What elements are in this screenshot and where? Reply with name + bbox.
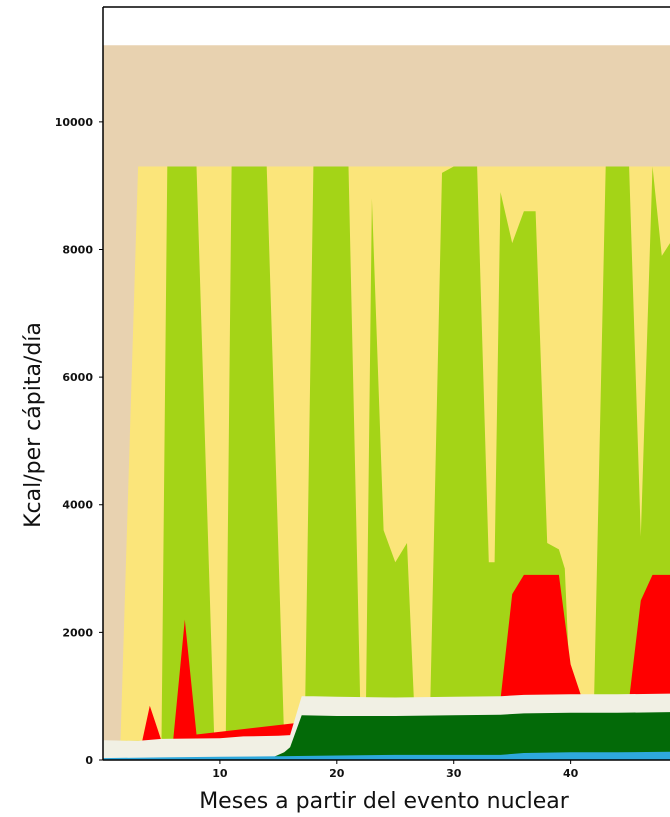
x-tick-label: 10 — [212, 767, 228, 780]
y-tick-label: 2000 — [62, 626, 93, 639]
series-area-7 — [103, 751, 670, 760]
y-tick-label: 0 — [85, 754, 93, 767]
y-tick-label: 6000 — [62, 371, 93, 384]
plot-areas — [103, 45, 670, 761]
y-axis-title: Kcal/per cápita/día — [21, 322, 46, 528]
y-ticks: 0 2000 4000 6000 8000 10000 — [55, 116, 103, 767]
y-tick-label: 4000 — [62, 499, 93, 512]
x-tick-label: 30 — [446, 767, 462, 780]
y-tick-label: 8000 — [62, 243, 93, 256]
series-area-6 — [103, 712, 670, 760]
x-ticks: 10 20 30 40 — [212, 760, 579, 780]
x-axis-title: Meses a partir del evento nuclear — [199, 789, 570, 814]
y-tick-label: 10000 — [55, 116, 94, 129]
x-tick-label: 20 — [329, 767, 345, 780]
axes — [102, 6, 670, 761]
x-tick-label: 40 — [563, 767, 579, 780]
